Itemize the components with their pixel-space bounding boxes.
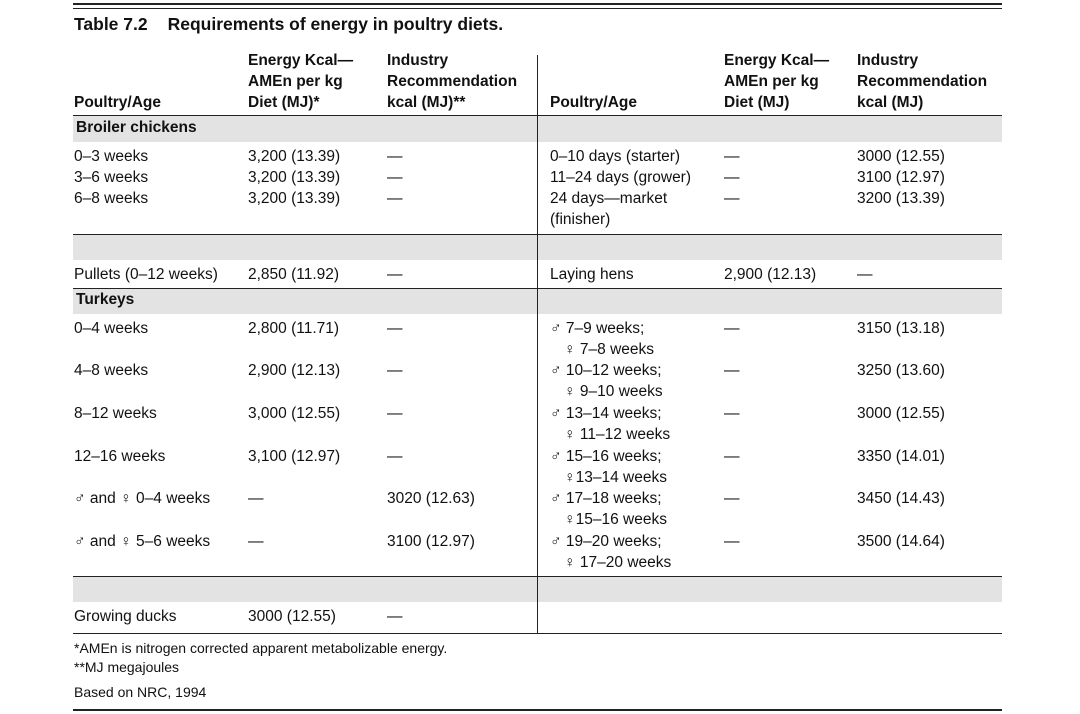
table-row: — — [724, 362, 740, 379]
table-row: 3000 (12.55) — [857, 405, 945, 422]
separator-rule — [73, 576, 1002, 577]
table-number: Table 7.2 — [74, 14, 148, 34]
table-row: — — [248, 533, 264, 550]
laying-industry: — — [857, 266, 873, 283]
table-row: 0–4 weeks — [74, 320, 149, 337]
table-row: — — [387, 448, 403, 465]
table-row: — — [724, 448, 740, 465]
table-row: — — [724, 320, 740, 337]
table-row: ♂ 10–12 weeks; ♀ 9–10 weeks — [550, 362, 663, 400]
table-row: 3000 (12.55) 3100 (12.97) 3200 (13.39) — [857, 148, 945, 207]
footnote-mj: **MJ megajoules — [74, 659, 180, 675]
table-row: ♂ 7–9 weeks; ♀ 7–8 weeks — [550, 320, 655, 358]
table-row: ♂ 17–18 weeks; ♀15–16 weeks — [550, 490, 667, 528]
table-row: 3,000 (12.55) — [248, 405, 341, 422]
header-left-poultry-age: Poultry/Age — [74, 94, 161, 111]
header-rule — [73, 115, 1002, 116]
table-row: — — [724, 405, 740, 422]
pullets-industry: — — [387, 266, 403, 283]
column-divider — [537, 55, 538, 633]
table-row: — — [387, 362, 403, 379]
table-row: — — [724, 533, 740, 550]
table-row: 3250 (13.60) — [857, 362, 945, 379]
table-row: 3350 (14.01) — [857, 448, 945, 465]
table-row: 3,100 (12.97) — [248, 448, 341, 465]
table-row: — — [387, 405, 403, 422]
header-right-energy: Energy Kcal— AMEn per kg Diet (MJ) — [724, 52, 830, 111]
table-row: ♂ 15–16 weeks; ♀13–14 weeks — [550, 448, 667, 486]
header-left-industry: Industry Recommendation kcal (MJ)** — [387, 52, 518, 111]
table-row: — — [248, 490, 264, 507]
top-rule-thin — [73, 8, 1002, 9]
table-row: 0–3 weeks 3–6 weeks 6–8 weeks — [74, 148, 149, 207]
table-bottom-rule — [73, 633, 1002, 634]
header-right-poultry-age: Poultry/Age — [550, 94, 637, 111]
table-row: 3150 (13.18) — [857, 320, 945, 337]
pullets-age: Pullets (0–12 weeks) — [74, 266, 218, 283]
table-row: — — — — [724, 148, 740, 207]
table-row: ♂ 19–20 weeks; ♀ 17–20 weeks — [550, 533, 672, 571]
table-row: ♂ and ♀ 0–4 weeks — [74, 490, 211, 507]
laying-energy: 2,900 (12.13) — [724, 266, 817, 283]
ducks-industry: — — [387, 608, 403, 625]
table-row: 2,900 (12.13) — [248, 362, 341, 379]
separator-rule — [73, 234, 1002, 235]
top-rule-thick — [73, 3, 1002, 5]
ducks-energy: 3000 (12.55) — [248, 608, 336, 625]
table-row: ♂ and ♀ 5–6 weeks — [74, 533, 211, 550]
table-row: — — [724, 490, 740, 507]
table-row: 0–10 days (starter) 11–24 days (grower) … — [550, 148, 692, 228]
pullets-energy: 2,850 (11.92) — [248, 266, 340, 283]
table-row: 8–12 weeks — [74, 405, 157, 422]
table-title: Table 7.2 Requirements of energy in poult… — [74, 14, 503, 35]
laying-age: Laying hens — [550, 266, 634, 283]
section-label-turkeys: Turkeys — [76, 291, 135, 308]
table-row: 3100 (12.97) — [387, 533, 475, 550]
ducks-age: Growing ducks — [74, 608, 177, 625]
footnote-source: Based on NRC, 1994 — [74, 684, 207, 700]
header-left-energy: Energy Kcal— AMEn per kg Diet (MJ)* — [248, 52, 354, 111]
table-row: — — [387, 320, 403, 337]
header-right-industry: Industry Recommendation kcal (MJ) — [857, 52, 988, 111]
table-row: 4–8 weeks — [74, 362, 149, 379]
table-row: 12–16 weeks — [74, 448, 166, 465]
table-caption: Requirements of energy in poultry diets. — [167, 14, 504, 34]
table-row: 3020 (12.63) — [387, 490, 475, 507]
table-row: 2,800 (11.71) — [248, 320, 340, 337]
section-label-broiler: Broiler chickens — [76, 119, 197, 136]
table-row: ♂ 13–14 weeks; ♀ 11–12 weeks — [550, 405, 671, 443]
final-rule — [73, 709, 1002, 711]
table-row: — — — — [387, 148, 403, 207]
table-row: 3,200 (13.39) 3,200 (13.39) 3,200 (13.39… — [248, 148, 341, 207]
table-row: 3500 (14.64) — [857, 533, 945, 550]
footnote-amen: *AMEn is nitrogen corrected apparent met… — [74, 640, 448, 656]
table-row: 3450 (14.43) — [857, 490, 945, 507]
separator-rule — [73, 288, 1002, 289]
